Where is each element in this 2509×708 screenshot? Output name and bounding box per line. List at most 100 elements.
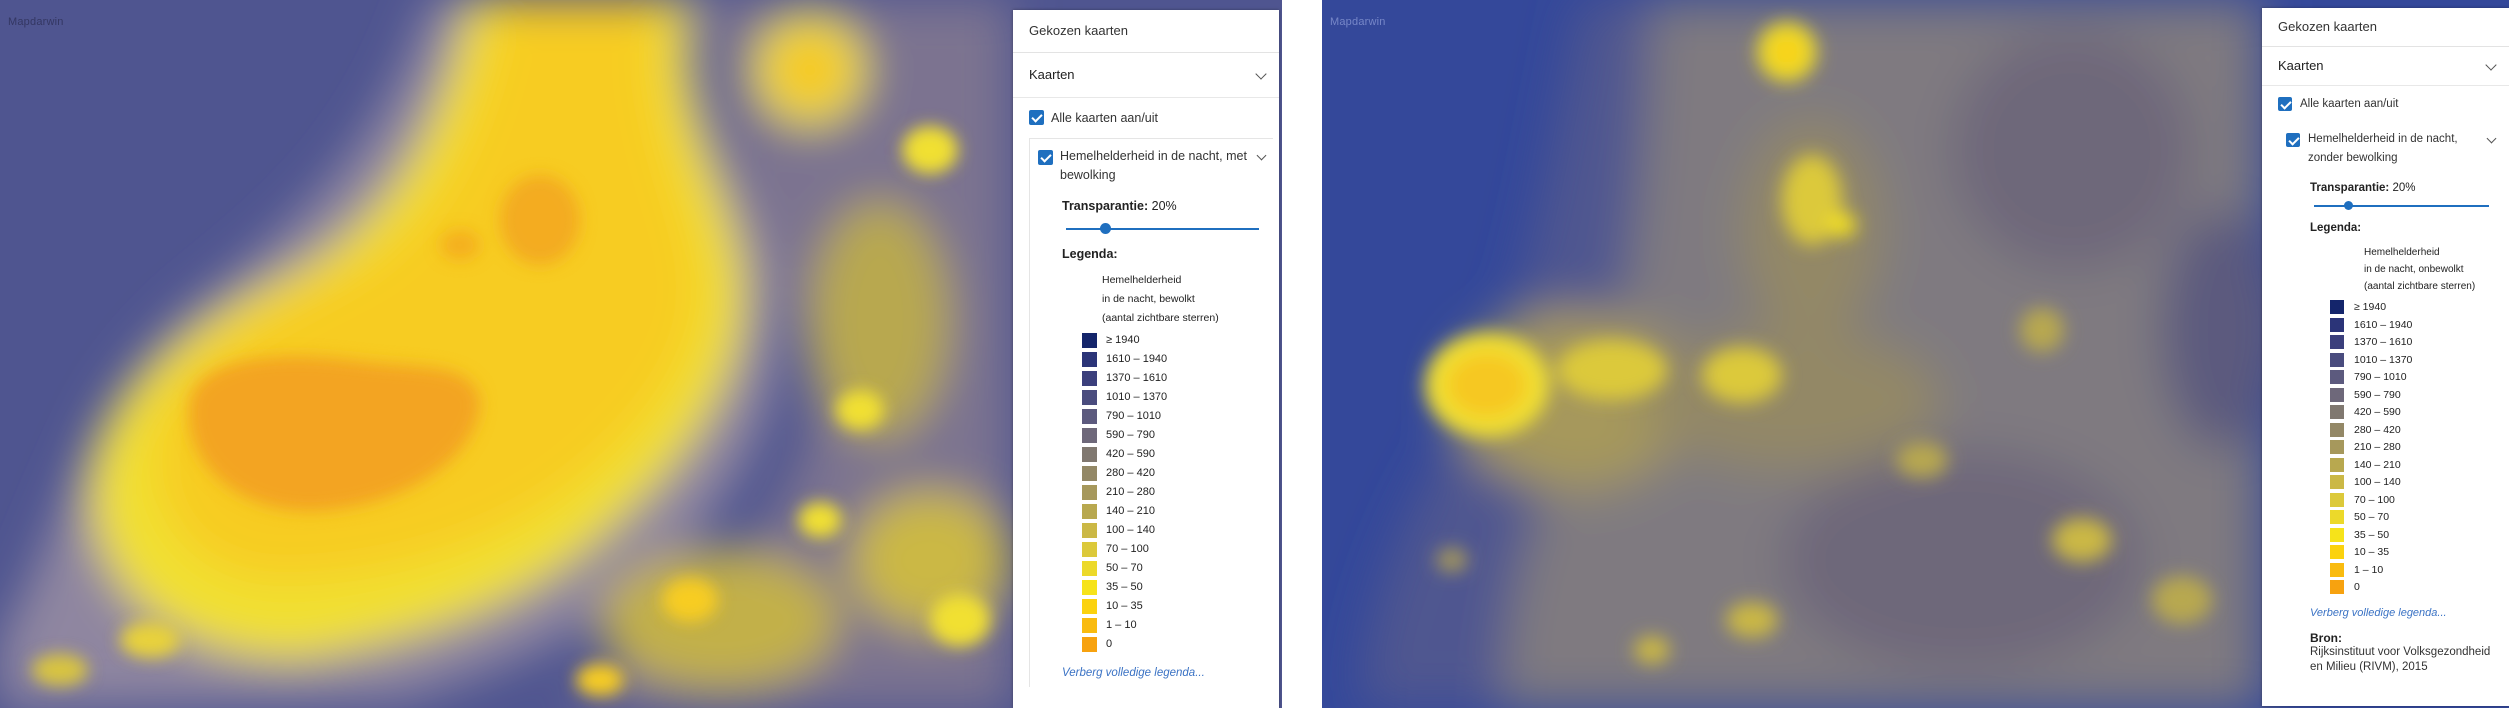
chevron-down-icon[interactable]: [2486, 133, 2497, 144]
legend-swatch: [1082, 390, 1097, 405]
legend-title: Legenda:: [1062, 247, 1118, 261]
legend-swatch: [2330, 510, 2344, 524]
legend-label: 1610 – 1940: [1106, 353, 1168, 365]
slider-thumb[interactable]: [2344, 201, 2353, 210]
all-maps-toggle[interactable]: Alle kaarten aan/uit: [1013, 98, 1279, 138]
transparency-slider[interactable]: [2314, 200, 2489, 212]
checkbox-checked-icon[interactable]: [1038, 150, 1053, 165]
legend-swatch: [1082, 485, 1097, 500]
legend-item: 10 – 35: [1082, 598, 1273, 617]
legend-label: 1370 – 1610: [1106, 372, 1168, 384]
legend-item: ≥ 1940: [2330, 299, 2503, 317]
legend-item: 280 – 420: [2330, 422, 2503, 440]
legend-label: ≥ 1940: [1106, 334, 1140, 346]
legend-swatch: [2330, 492, 2344, 507]
legend-item: 590 – 790: [1082, 427, 1273, 446]
legend-swatch: [1082, 580, 1097, 595]
legend-item: 1010 – 1370: [1082, 389, 1273, 408]
legend-label: 1010 – 1370: [2354, 353, 2413, 366]
maps-section-header[interactable]: Kaarten: [1013, 53, 1279, 98]
legend-label: 35 – 50: [2354, 528, 2390, 541]
legend-swatch: [1082, 561, 1097, 576]
transparency-slider[interactable]: [1066, 223, 1259, 235]
legend-item: 1370 – 1610: [2330, 334, 2503, 352]
legend-label: 790 – 1010: [2354, 371, 2407, 383]
all-maps-label: Alle kaarten aan/uit: [2300, 98, 2399, 110]
legend-caption: Hemelhelderheid in de nacht, onbewolkt (…: [2364, 247, 2476, 292]
hide-legend-link[interactable]: Verberg volledige legenda...: [1062, 667, 1205, 679]
legend-item: 10 – 35: [2330, 544, 2503, 562]
all-maps-toggle[interactable]: Alle kaarten aan/uit: [2262, 86, 2509, 122]
legend-swatch: [1082, 333, 1097, 348]
legend-swatch: [1082, 637, 1097, 652]
checkbox-checked-icon[interactable]: [2278, 97, 2292, 111]
legend-swatch: [2330, 422, 2344, 437]
panel-title: Gekozen kaarten: [1013, 10, 1279, 53]
legend-swatch: [2330, 387, 2344, 402]
layer-header[interactable]: Hemelhelderheid in de nacht, met bewolki…: [1030, 139, 1273, 193]
legend-swatch: [2330, 300, 2344, 314]
legend-swatch: [2330, 335, 2344, 349]
legend-item: 1370 – 1610: [1082, 370, 1273, 389]
legend-label: ≥ 1940: [2354, 301, 2387, 313]
legend-label: 590 – 790: [2354, 388, 2401, 401]
layer-header[interactable]: Hemelhelderheid in de nacht, zonder bewo…: [2278, 122, 2503, 176]
maps-section-header[interactable]: Kaarten: [2262, 47, 2509, 86]
legend-item: 1 – 10: [2330, 562, 2503, 580]
panel-title: Gekozen kaarten: [2262, 8, 2509, 47]
slider-track[interactable]: [1066, 228, 1259, 230]
legend-item: 1 – 10: [1082, 617, 1273, 636]
legend-label: 1 – 10: [1106, 619, 1137, 631]
legend-label: 280 – 420: [1106, 467, 1155, 479]
checkbox-checked-icon[interactable]: [1029, 110, 1044, 125]
legend-item: 1610 – 1940: [1082, 351, 1273, 370]
legend-label: 70 – 100: [2354, 493, 2395, 506]
chosen-maps-panel: Gekozen kaarten Kaarten Alle kaarten aan…: [2262, 8, 2509, 706]
legend-label: 420 – 590: [2354, 406, 2401, 418]
transparency-label: Transparantie: 20%: [1062, 199, 1177, 213]
legend-swatch: [2330, 475, 2344, 489]
legend-label: 70 – 100: [1106, 543, 1149, 555]
legend-swatch: [1082, 371, 1097, 386]
legend-swatch: [2330, 405, 2344, 419]
legend-title: Legenda:: [2310, 222, 2362, 234]
legend-item: 1010 – 1370: [2330, 352, 2503, 370]
legend-label: 1010 – 1370: [1106, 391, 1168, 403]
legend-swatch: [1082, 618, 1097, 633]
slider-thumb[interactable]: [1099, 223, 1111, 234]
legend-label: 790 – 1010: [1106, 410, 1162, 422]
legend-item: 140 – 210: [2330, 457, 2503, 475]
legend-item: 790 – 1010: [2330, 369, 2503, 387]
map-attribution: Mapdarwin: [8, 16, 64, 28]
legend-item: 1610 – 1940: [2330, 317, 2503, 335]
legend-label: 0: [2354, 581, 2360, 593]
legend-item: 280 – 420: [1082, 465, 1273, 484]
legend-label: 10 – 35: [2354, 546, 2390, 558]
checkbox-checked-icon[interactable]: [2286, 133, 2300, 147]
legend-item: 70 – 100: [1082, 541, 1273, 560]
legend-item: 70 – 100: [2330, 492, 2503, 510]
legend-swatch: [2330, 440, 2344, 454]
legend-list: ≥ 1940 1610 – 1940 1370 – 1610 1010 – 1370 7…: [2278, 299, 2503, 597]
legend-swatch: [2330, 562, 2344, 577]
source-text: Rijksinstituut voor Volksgezondheid en M…: [2310, 645, 2491, 673]
maps-section-label: Kaarten: [1029, 67, 1075, 82]
legend-swatch: [2330, 580, 2344, 594]
legend-label: 420 – 590: [1106, 448, 1155, 460]
legend-label: 590 – 790: [1106, 429, 1155, 441]
chevron-down-icon[interactable]: [1256, 150, 1267, 161]
legend-list: ≥ 1940 1610 – 1940 1370 – 1610 1010 – 1370 7…: [1030, 332, 1273, 655]
legend-label: 140 – 210: [1106, 505, 1155, 517]
legend-label: 35 – 50: [1106, 581, 1143, 593]
legend-item: 140 – 210: [1082, 503, 1273, 522]
legend-swatch: [1082, 504, 1097, 519]
legend-swatch: [2330, 457, 2344, 472]
maps-section-label: Kaarten: [2278, 58, 2324, 73]
hide-legend-link[interactable]: Verberg volledige legenda...: [2310, 606, 2447, 619]
legend-item: 35 – 50: [1082, 579, 1273, 598]
layer-name: Hemelhelderheid in de nacht, zonder bewo…: [2308, 133, 2458, 164]
legend-label: 0: [1106, 638, 1113, 650]
slider-track[interactable]: [2314, 205, 2489, 207]
legend-label: 140 – 210: [2354, 458, 2401, 471]
legend-swatch: [1082, 428, 1097, 443]
